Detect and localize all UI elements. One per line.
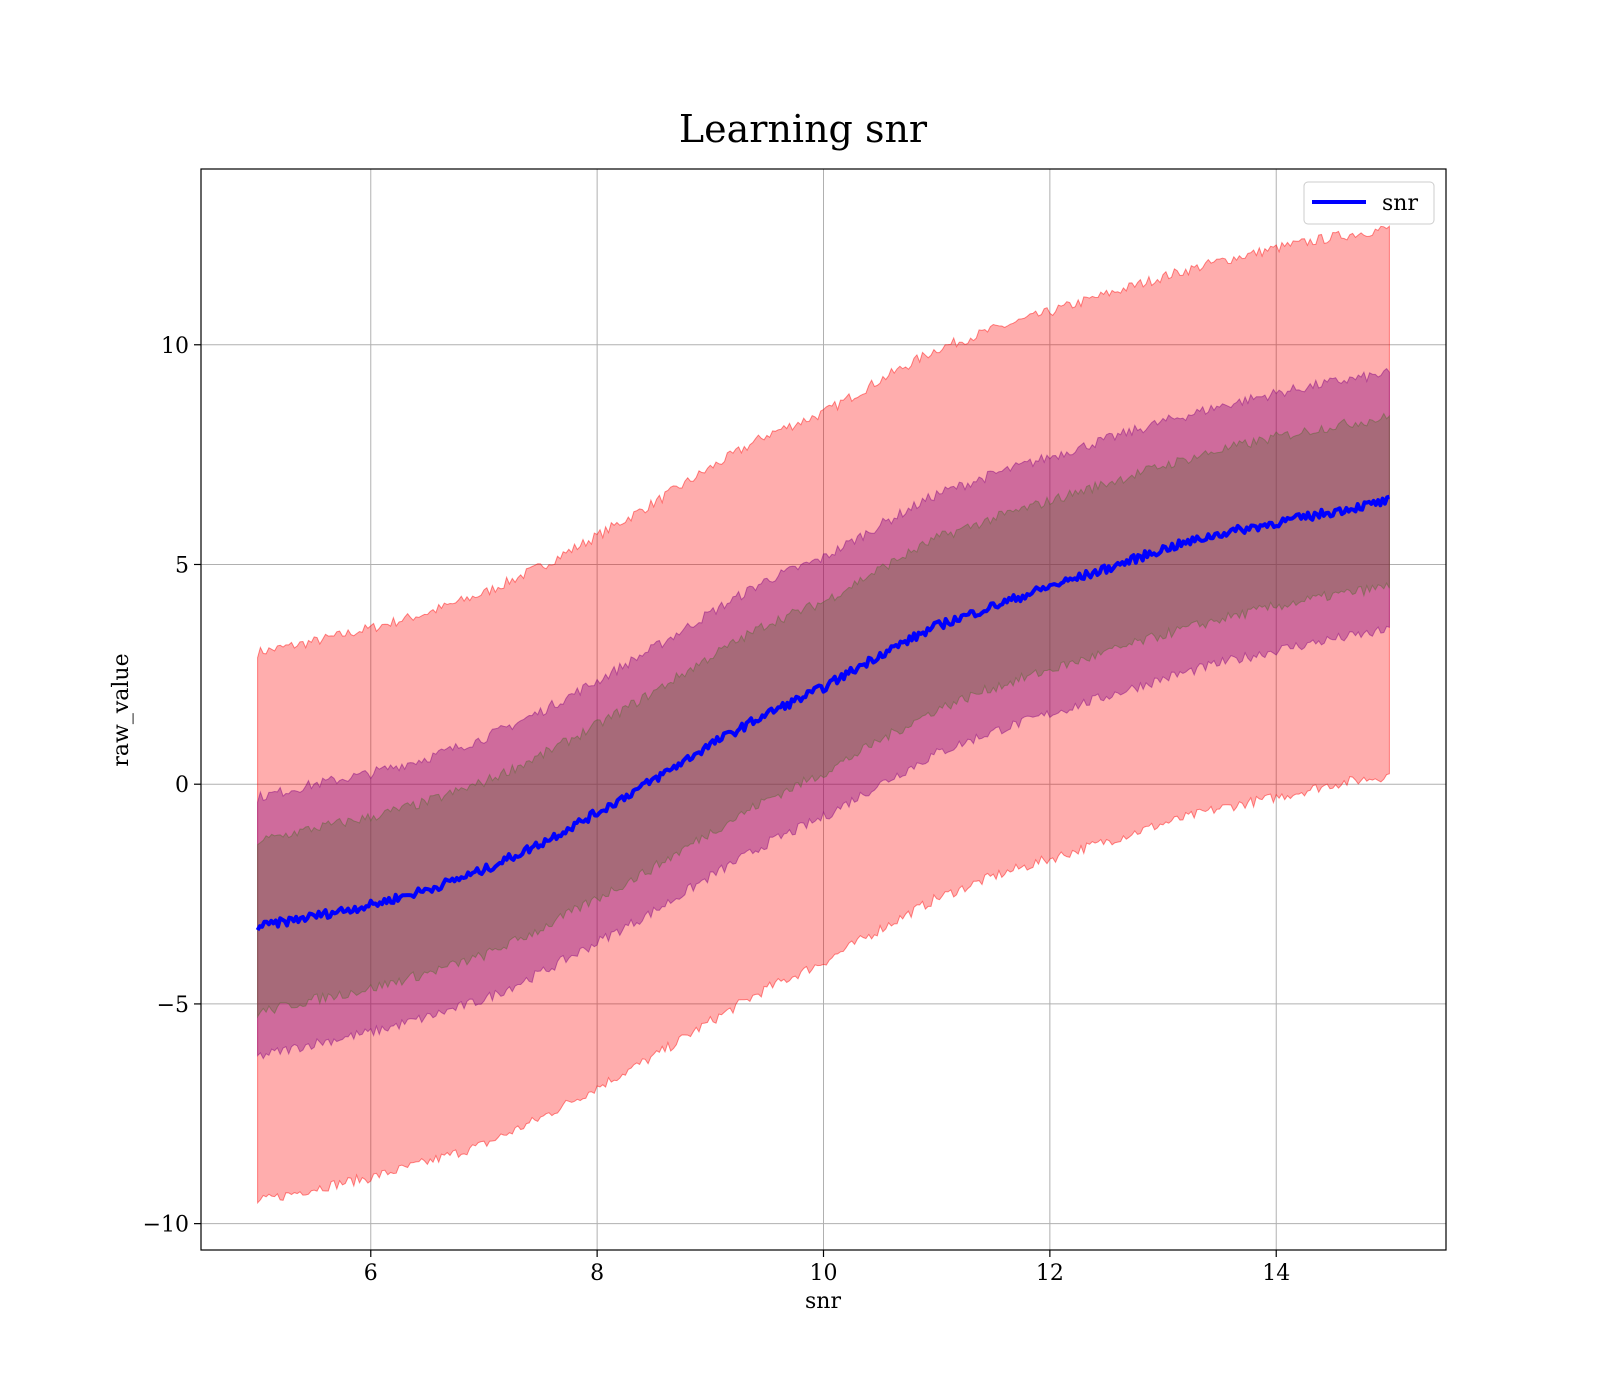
bands <box>257 225 1390 1205</box>
y-tick-label-3: 5 <box>175 553 189 578</box>
chart-title: Learning snr <box>679 107 928 151</box>
x-tick-label-1: 8 <box>590 1261 604 1286</box>
y-axis-label: raw_value <box>109 653 134 766</box>
band-2 <box>257 412 1390 1019</box>
legend: snr <box>1303 181 1435 225</box>
series-lines <box>255 494 1390 932</box>
x-tick-label-0: 6 <box>364 1261 378 1286</box>
y-tick-label-1: −5 <box>157 993 189 1018</box>
x-tick-label-3: 12 <box>1036 1261 1064 1286</box>
grid <box>201 169 1446 1250</box>
x-tick-label-2: 10 <box>810 1261 838 1286</box>
series-line-snr <box>255 494 1390 932</box>
y-tick-label-4: 10 <box>161 334 189 359</box>
x-axis-label: snr <box>805 1289 841 1314</box>
legend-frame <box>1303 181 1435 225</box>
band-1 <box>257 367 1390 1060</box>
y-tick-label-0: −10 <box>143 1213 189 1238</box>
band-0 <box>257 225 1390 1205</box>
y-tick-label-2: 0 <box>175 773 189 798</box>
x-tick-label-4: 14 <box>1262 1261 1290 1286</box>
ticks: 6 8 10 12 14 −10 −5 0 5 10 <box>143 334 1291 1286</box>
legend-label-snr: snr <box>1382 191 1418 216</box>
